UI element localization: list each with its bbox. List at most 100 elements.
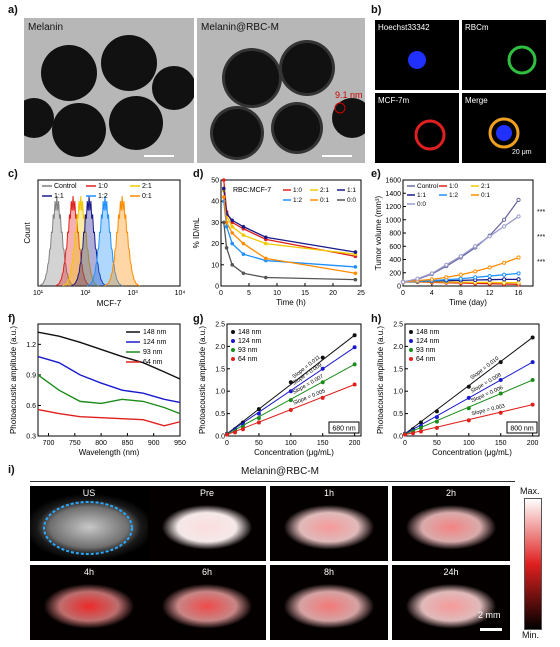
x-tick-label: 50	[255, 440, 263, 447]
data-point	[498, 410, 503, 415]
legend-label: 2:1	[142, 183, 152, 190]
data-point	[458, 276, 463, 281]
legend-label: 1:2	[98, 193, 108, 200]
data-point	[353, 271, 358, 276]
y-tick-label: 30	[211, 220, 219, 227]
legend-label: 124 nm	[143, 339, 167, 346]
x-tick-label: 10⁴	[175, 290, 186, 297]
data-point	[288, 389, 293, 394]
y-tick-label: 2.0	[215, 344, 225, 351]
y-tick-label: 1.5	[215, 366, 225, 373]
data-point	[502, 260, 507, 265]
legend-label: 148 nm	[143, 329, 167, 336]
x-tick-label: 950	[174, 440, 186, 447]
tem-title-melanin: Melanin	[28, 22, 64, 33]
significance-label: ***	[537, 234, 545, 241]
y-axis-label: Photoacoustic amplitude (a.u.)	[9, 326, 18, 434]
panel-label-a: a)	[8, 4, 18, 16]
x-tick-label: 150	[495, 440, 507, 447]
data-point	[444, 262, 449, 267]
y-tick-label: 1400	[385, 191, 401, 198]
y-tick-label: 2.0	[393, 344, 403, 351]
histogram-series	[86, 195, 124, 287]
data-point	[230, 231, 234, 235]
wavelength-box	[506, 421, 538, 434]
plot-frame	[404, 323, 540, 437]
y-tick-label: 1000	[385, 217, 401, 224]
data-point	[458, 272, 463, 277]
legend-label: Control	[417, 183, 439, 190]
data-point	[516, 255, 521, 260]
data-point	[241, 271, 246, 276]
data-point	[230, 241, 234, 246]
line-series	[37, 331, 181, 380]
y-tick-label: 2.5	[215, 322, 225, 329]
x-tick-label: 12	[486, 290, 494, 297]
y-tick-label: 0	[397, 284, 401, 291]
fluor-tile-label: Merge	[465, 96, 488, 105]
fluor-tile-label: MCF-7m	[378, 96, 410, 105]
pa-frame-2h: 2h	[392, 486, 510, 561]
data-point	[241, 252, 246, 256]
data-point	[403, 432, 407, 437]
chart-d-biodistribution: 0 5 10 15 20 25 0 10 20 30 40 50 Time (h) % ID/mL RBC:…	[193, 178, 365, 308]
data-point	[288, 380, 293, 385]
legend-label: 1:0	[449, 183, 458, 190]
pa-frame-label: 1h	[323, 488, 334, 498]
y-tick-label: 20	[211, 241, 219, 248]
y-tick-label: 0.5	[215, 411, 225, 418]
data-point	[466, 384, 471, 389]
data-point	[502, 280, 507, 285]
data-point	[230, 263, 234, 267]
x-axis-label: Concentration (μg/mL)	[254, 448, 334, 457]
legend-label: 0:0	[347, 197, 356, 204]
x-tick-label: 4	[430, 290, 434, 297]
data-point	[240, 427, 245, 432]
y-tick-label: 0.6	[26, 403, 36, 410]
x-axis-label: Wavelength (nm)	[79, 448, 140, 457]
legend-label: 124 nm	[238, 338, 262, 345]
significance-label: ***	[537, 209, 545, 216]
x-tick-label: 800	[95, 440, 107, 447]
data-point	[502, 277, 507, 282]
pa-frame-us: US	[30, 486, 148, 561]
x-tick-label: 15	[301, 290, 309, 297]
x-tick-label: 10³	[128, 290, 139, 297]
plot-frame	[37, 323, 181, 437]
pa-frame-label: US	[82, 488, 96, 498]
legend-label: 1:2	[293, 197, 302, 204]
y-tick-label: 1200	[385, 204, 401, 211]
data-point	[225, 432, 229, 437]
data-point	[487, 234, 492, 239]
x-tick-label: 200	[527, 440, 539, 447]
pa-scale-label: 2 mm	[478, 610, 501, 620]
data-point	[241, 233, 246, 237]
data-point	[256, 416, 261, 421]
fluor-tile-label: Hoechst33342	[378, 23, 430, 32]
x-tick-label: 200	[349, 440, 361, 447]
y-tick-label: 40	[211, 199, 219, 206]
data-point	[222, 186, 226, 191]
legend-label: 148 nm	[416, 329, 440, 336]
legend-swatch	[409, 339, 413, 343]
x-tick-label: 0	[403, 440, 407, 447]
legend-swatch	[409, 357, 413, 361]
data-point	[230, 224, 234, 229]
chart-h-pa-concentration-800: 0 50 100 150 200 0.0 0.5 1.0 1.5 2.0 2.5 Concentrat…	[376, 322, 540, 457]
y-axis-label: % ID/mL	[193, 217, 201, 248]
data-point	[434, 425, 439, 430]
data-point	[473, 269, 478, 274]
x-tick-label: 100	[463, 440, 475, 447]
legend-label: 1:1	[417, 192, 426, 199]
data-point	[222, 178, 226, 182]
histogram-series	[104, 195, 141, 287]
data-point	[224, 246, 229, 250]
pa-frame-label: 24h	[443, 567, 459, 577]
fluor-tile-merge: Merge 20 μm	[462, 93, 546, 163]
tem-title-melanin-rbcm: Melanin@RBC-M	[201, 22, 279, 33]
data-point	[400, 279, 406, 285]
data-point	[434, 419, 439, 424]
data-point	[458, 254, 463, 259]
x-tick-label: 10	[273, 290, 281, 297]
colorbar-min-label: Min.	[522, 630, 540, 640]
